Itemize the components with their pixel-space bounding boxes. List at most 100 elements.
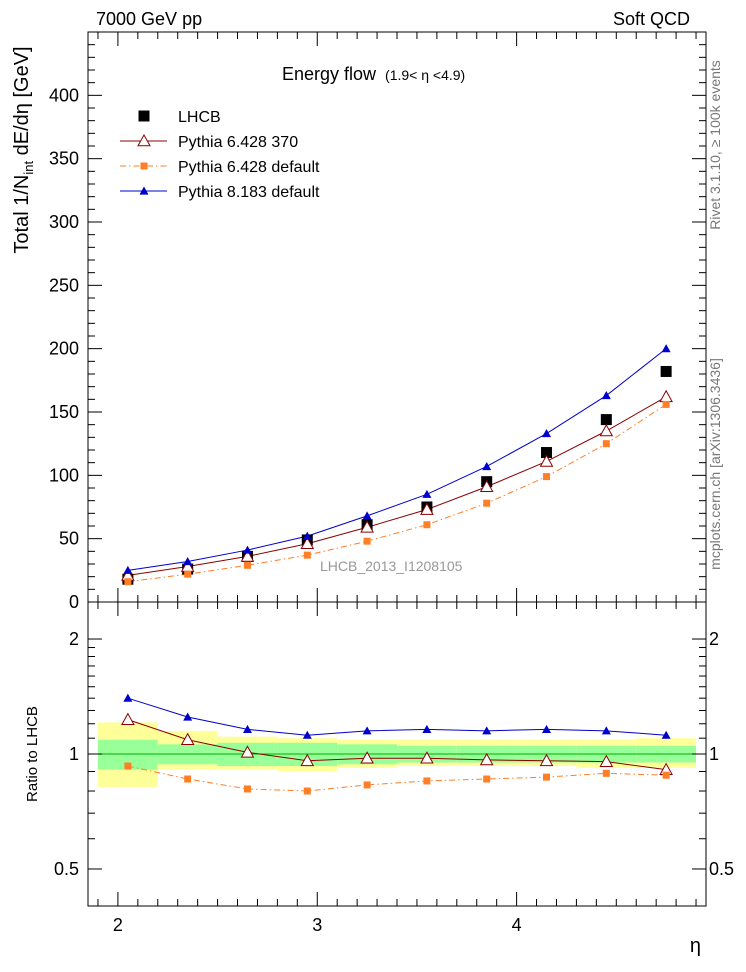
main-point-pythia6_default — [184, 570, 192, 578]
main-point-pythia8 — [183, 556, 193, 566]
main-panel: 0 50 100 150 200 250 300 350 400 Energy flow (1.9… — [49, 31, 707, 612]
main-y-tick-label: 350 — [49, 149, 79, 169]
main-point-pythia6_370 — [240, 549, 255, 562]
ratio-point-pythia8 — [183, 712, 193, 721]
chart-title: Energy flow (1.9< η <4.9) — [282, 64, 465, 84]
main-point-pythia6_default — [483, 499, 491, 507]
ratio-point-pythia6_default — [543, 773, 551, 781]
ratio-line-pythia8 — [127, 697, 667, 736]
main-point-pythia6_default — [363, 537, 371, 545]
main-y-tick-label: 200 — [49, 339, 79, 359]
ratio-point-pythia6_370 — [180, 732, 195, 746]
x-tick-label: 4 — [512, 915, 522, 935]
ratio-series-markers — [121, 693, 673, 795]
main-y-tick-label: 0 — [69, 592, 79, 612]
x-tick-label: 2 — [113, 915, 123, 935]
main-y-tick-label: 150 — [49, 402, 79, 422]
main-point-pythia6_default — [124, 578, 132, 586]
main-point-pythia6_default — [423, 521, 431, 529]
header-left: 7000 GeV pp — [96, 9, 202, 29]
legend: LHCB Pythia 6.428 370 Pythia 6.428 default… — [120, 109, 320, 201]
chart-title-range: (1.9< η <4.9) — [385, 67, 465, 83]
main-y-tick-label: 50 — [59, 529, 79, 549]
ratio-y-label: Ratio to LHCB — [24, 706, 41, 802]
chart-title-text: Energy flow — [282, 64, 377, 84]
main-y-tick-label: 400 — [49, 85, 79, 105]
main-point-pythia6_370 — [659, 389, 673, 403]
main-y-tick-label: 100 — [49, 465, 79, 485]
main-point-pythia6_default — [243, 561, 251, 569]
header-right: Soft QCD — [613, 9, 690, 29]
ratio-line-pythia6_370 — [127, 719, 667, 771]
ratio-point-pythia6_default — [423, 777, 431, 785]
ratio-y-tick-label-right: 1 — [709, 744, 719, 764]
ratio-point-pythia8 — [123, 693, 133, 702]
ratio-point-pythia6_370 — [599, 754, 614, 767]
ylabel-main: Total 1/N — [11, 175, 33, 254]
main-point-pythia8 — [542, 429, 552, 438]
ratio-point-pythia6_default — [243, 785, 251, 793]
ratio-point-pythia6_370 — [240, 745, 255, 758]
main-point-pythia8 — [362, 511, 372, 520]
main-line-pythia8 — [127, 348, 667, 571]
legend-marker-pythia6_default — [140, 162, 148, 170]
ratio-point-pythia6_370 — [121, 712, 135, 725]
ratio-point-pythia8 — [482, 726, 492, 735]
main-series-markers — [121, 344, 673, 586]
ratio-y-tick-label-right: 2 — [709, 629, 719, 649]
main-point-lhcb — [541, 447, 553, 459]
main-y-ticks: 0 50 100 150 200 250 300 350 400 — [49, 32, 706, 612]
ratio-series-lines — [127, 697, 667, 792]
ratio-frame — [87, 601, 707, 907]
main-point-pythia8 — [242, 545, 252, 554]
ratio-point-pythia6_default — [303, 787, 311, 795]
legend-label: Pythia 6.428 370 — [178, 134, 298, 151]
ratio-point-pythia8 — [542, 724, 552, 733]
y-axis-title: Total 1/Nint dE/dη [GeV] — [11, 46, 36, 253]
main-point-pythia6_default — [602, 440, 610, 448]
ratio-ticks: 2 3 4 0.5 0.5 1 1 2 2 — [54, 602, 734, 935]
ratio-line-pythia6_default — [127, 765, 667, 792]
ylabel-subscript: int — [21, 161, 36, 175]
ratio-point-pythia8 — [601, 726, 611, 735]
ratio-point-pythia6_default — [602, 769, 610, 777]
main-point-lhcb — [600, 414, 612, 426]
main-point-pythia6_default — [662, 400, 670, 408]
main-point-pythia6_370 — [599, 423, 614, 437]
main-point-pythia8 — [482, 461, 492, 471]
ratio-point-pythia8 — [302, 730, 312, 739]
main-point-pythia8 — [661, 344, 671, 353]
legend-label: Pythia 6.428 default — [178, 159, 320, 176]
ratio-y-tick-label: 0.5 — [54, 859, 79, 879]
main-series-lines — [127, 348, 667, 583]
legend-marker-pythia6_370 — [137, 133, 151, 147]
legend-marker-lhcb — [138, 110, 150, 122]
svg-text:Total 1/Nint dE/dη [GeV]: Total 1/Nint dE/dη [GeV] — [11, 46, 36, 253]
rivet-info: Rivet 3.1.10, ≥ 100k events — [707, 60, 723, 230]
mcplots-info: mcplots.cern.ch [arXiv:1306.3436] — [707, 358, 723, 570]
ratio-point-pythia8 — [362, 726, 372, 735]
main-point-pythia6_370 — [420, 502, 434, 515]
main-point-pythia6_370 — [479, 479, 494, 493]
main-point-pythia8 — [302, 531, 312, 540]
main-y-tick-label: 250 — [49, 275, 79, 295]
ratio-panel: 2 3 4 0.5 0.5 1 1 2 2 Ratio to LHCB η — [24, 601, 734, 957]
ratio-point-pythia6_default — [124, 762, 132, 770]
main-point-pythia6_370 — [539, 454, 554, 467]
ratio-point-pythia6_370 — [420, 751, 434, 764]
main-y-tick-label: 300 — [49, 212, 79, 232]
ratio-point-pythia8 — [661, 730, 671, 739]
main-point-pythia8 — [601, 391, 611, 400]
main-point-lhcb — [660, 365, 672, 377]
legend-label: LHCB — [178, 109, 221, 126]
legend-marker-pythia8 — [139, 186, 149, 195]
main-point-pythia6_default — [303, 551, 311, 559]
main-point-pythia6_default — [543, 473, 551, 481]
ylabel-tail: dE/dη [GeV] — [11, 46, 33, 161]
analysis-watermark: LHCB_2013_I1208105 — [320, 558, 463, 574]
main-line-pythia6_default — [127, 403, 667, 583]
ratio-y-tick-label-right: 0.5 — [709, 859, 734, 879]
ratio-point-pythia6_370 — [360, 751, 374, 764]
main-point-pythia8 — [422, 489, 432, 498]
